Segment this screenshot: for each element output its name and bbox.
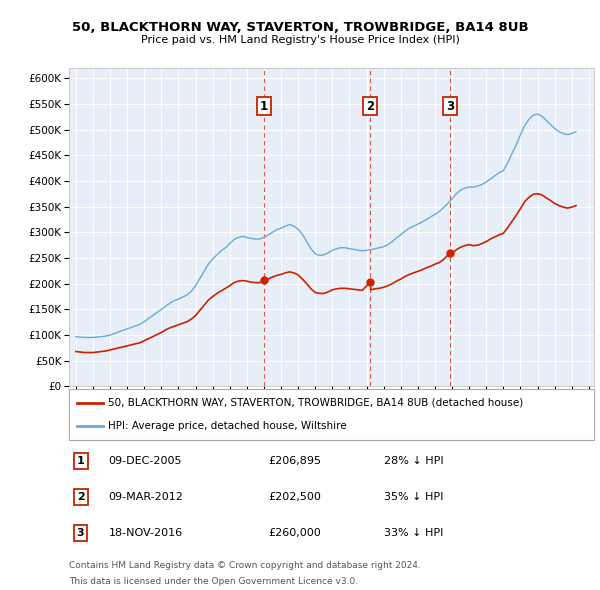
Text: HPI: Average price, detached house, Wiltshire: HPI: Average price, detached house, Wilt… [109, 421, 347, 431]
Text: 50, BLACKTHORN WAY, STAVERTON, TROWBRIDGE, BA14 8UB (detached house): 50, BLACKTHORN WAY, STAVERTON, TROWBRIDG… [109, 398, 524, 408]
Text: 3: 3 [446, 100, 454, 113]
Text: 09-MAR-2012: 09-MAR-2012 [109, 492, 183, 502]
Text: £206,895: £206,895 [269, 456, 322, 466]
Text: 3: 3 [77, 528, 85, 538]
Text: 1: 1 [77, 456, 85, 466]
Text: £260,000: £260,000 [269, 528, 321, 538]
Text: 09-DEC-2005: 09-DEC-2005 [109, 456, 182, 466]
Text: Contains HM Land Registry data © Crown copyright and database right 2024.: Contains HM Land Registry data © Crown c… [69, 561, 421, 570]
Text: 2: 2 [77, 492, 85, 502]
Text: 2: 2 [366, 100, 374, 113]
Text: £202,500: £202,500 [269, 492, 322, 502]
Text: 28% ↓ HPI: 28% ↓ HPI [384, 456, 443, 466]
Text: Price paid vs. HM Land Registry's House Price Index (HPI): Price paid vs. HM Land Registry's House … [140, 35, 460, 45]
Text: This data is licensed under the Open Government Licence v3.0.: This data is licensed under the Open Gov… [69, 577, 358, 586]
Text: 18-NOV-2016: 18-NOV-2016 [109, 528, 182, 538]
Text: 50, BLACKTHORN WAY, STAVERTON, TROWBRIDGE, BA14 8UB: 50, BLACKTHORN WAY, STAVERTON, TROWBRIDG… [71, 21, 529, 34]
Text: 33% ↓ HPI: 33% ↓ HPI [384, 528, 443, 538]
Text: 1: 1 [260, 100, 268, 113]
Text: 35% ↓ HPI: 35% ↓ HPI [384, 492, 443, 502]
